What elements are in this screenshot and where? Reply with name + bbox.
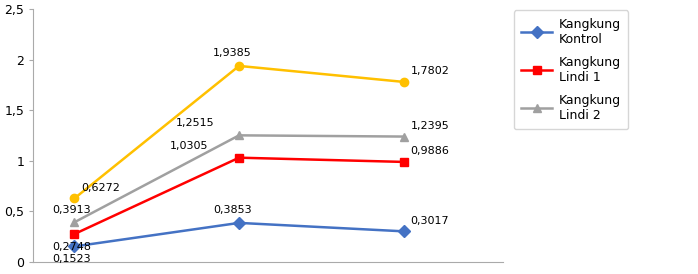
Kangkung
Kontrol bbox=[235, 221, 243, 224]
Text: 0,1523: 0,1523 bbox=[52, 255, 91, 264]
Text: 0,3913: 0,3913 bbox=[52, 205, 91, 215]
Kangkung
Lindi 1 bbox=[70, 232, 79, 236]
Kangkung
Kontrol bbox=[70, 245, 79, 248]
Text: 1,9385: 1,9385 bbox=[213, 48, 251, 58]
Text: 1,0305: 1,0305 bbox=[170, 141, 209, 151]
Kangkung
Kontrol bbox=[399, 230, 408, 233]
Text: 1,2515: 1,2515 bbox=[175, 118, 214, 129]
Kangkung
Lindi 2 bbox=[399, 135, 408, 138]
Line: Kangkung
Lindi 2: Kangkung Lindi 2 bbox=[70, 131, 408, 226]
Text: 0,6272: 0,6272 bbox=[81, 183, 120, 193]
Kangkung
Lindi 2 bbox=[70, 221, 79, 224]
Line: Kangkung
Kontrol: Kangkung Kontrol bbox=[70, 219, 408, 251]
Kangkung
Lindi 1 bbox=[235, 156, 243, 159]
Text: 0,3853: 0,3853 bbox=[213, 205, 251, 215]
Text: 0,3017: 0,3017 bbox=[410, 216, 450, 226]
Legend: Kangkung
Kontrol, Kangkung
Lindi 1, Kangkung
Lindi 2: Kangkung Kontrol, Kangkung Lindi 1, Kang… bbox=[514, 10, 628, 129]
Text: 0,9886: 0,9886 bbox=[410, 146, 450, 156]
Text: 1,2395: 1,2395 bbox=[410, 121, 450, 131]
Kangkung
Lindi 2 bbox=[235, 134, 243, 137]
Text: 0,2748: 0,2748 bbox=[52, 242, 91, 252]
Text: 1,7802: 1,7802 bbox=[410, 66, 450, 76]
Kangkung
Lindi 1 bbox=[399, 160, 408, 164]
Line: Kangkung
Lindi 1: Kangkung Lindi 1 bbox=[70, 153, 408, 238]
